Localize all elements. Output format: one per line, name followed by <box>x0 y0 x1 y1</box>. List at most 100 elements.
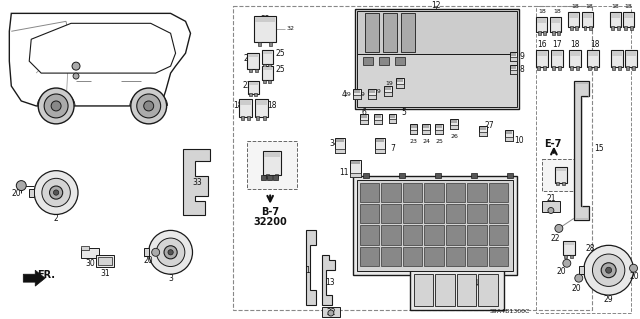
Bar <box>410 124 417 134</box>
Bar <box>538 31 541 35</box>
Text: B-7: B-7 <box>261 207 279 218</box>
Bar <box>81 246 89 250</box>
Bar <box>383 13 397 52</box>
Text: 32: 32 <box>286 26 294 31</box>
Text: 20: 20 <box>556 267 566 276</box>
Bar <box>360 120 368 124</box>
Text: 12: 12 <box>431 1 441 10</box>
Bar <box>618 66 621 70</box>
Bar <box>611 50 623 67</box>
Bar <box>248 81 259 93</box>
Bar <box>381 204 401 223</box>
Circle shape <box>630 264 637 272</box>
Text: E-7: E-7 <box>544 139 561 149</box>
Bar <box>264 152 280 157</box>
Bar <box>467 204 486 223</box>
Text: 2: 2 <box>54 214 58 223</box>
Bar <box>564 242 574 245</box>
Bar <box>424 247 444 266</box>
Text: 4: 4 <box>341 90 346 99</box>
Circle shape <box>72 62 80 70</box>
Bar <box>576 66 579 70</box>
Bar <box>587 50 598 67</box>
Polygon shape <box>574 81 589 220</box>
Bar <box>374 149 385 153</box>
Text: 31: 31 <box>100 269 109 278</box>
Text: 34: 34 <box>329 139 339 148</box>
Bar <box>356 54 517 107</box>
Bar <box>96 255 114 267</box>
Text: 15: 15 <box>594 144 604 153</box>
Circle shape <box>16 181 26 190</box>
Bar <box>507 173 513 178</box>
Circle shape <box>563 259 571 267</box>
Bar <box>354 90 360 93</box>
Text: 21: 21 <box>546 194 556 203</box>
Bar <box>542 201 560 212</box>
Bar <box>336 139 344 142</box>
Bar <box>555 167 567 182</box>
Text: 23: 23 <box>243 80 252 90</box>
Bar <box>488 247 508 266</box>
Bar <box>275 174 278 178</box>
Bar <box>256 100 267 105</box>
Bar <box>435 124 444 134</box>
Circle shape <box>38 88 74 124</box>
Bar <box>594 66 597 70</box>
Bar <box>374 120 381 124</box>
Text: S9A4B1300C: S9A4B1300C <box>489 308 529 314</box>
Bar <box>368 89 376 99</box>
Bar <box>390 115 395 118</box>
Bar <box>506 131 512 134</box>
Bar <box>556 182 559 185</box>
Bar <box>98 257 112 265</box>
Circle shape <box>44 94 68 118</box>
Bar <box>569 50 580 67</box>
Bar <box>488 182 508 202</box>
Bar <box>247 116 250 120</box>
Circle shape <box>34 171 78 214</box>
Bar <box>249 69 252 71</box>
Bar <box>401 13 415 52</box>
Bar <box>511 66 516 69</box>
Circle shape <box>42 178 70 207</box>
Bar <box>457 274 477 306</box>
Bar <box>262 66 273 80</box>
Bar <box>550 17 561 32</box>
Bar <box>551 50 563 67</box>
Text: 20: 20 <box>12 189 21 198</box>
Bar <box>368 95 376 99</box>
Bar <box>258 42 261 46</box>
Bar <box>248 54 258 57</box>
Text: 17: 17 <box>552 40 562 49</box>
Text: 23: 23 <box>410 139 417 144</box>
Bar <box>335 149 345 153</box>
Bar <box>625 51 636 56</box>
Bar <box>583 13 592 18</box>
Text: 19: 19 <box>343 92 351 97</box>
Text: 18: 18 <box>590 40 600 49</box>
Circle shape <box>593 254 625 286</box>
Text: 14: 14 <box>469 279 479 288</box>
Bar <box>403 247 422 266</box>
Bar <box>365 13 379 52</box>
Bar <box>552 31 555 35</box>
Bar <box>353 89 361 99</box>
Bar <box>350 160 361 177</box>
Bar <box>543 66 547 70</box>
Bar <box>381 226 401 245</box>
Bar <box>479 126 487 136</box>
Bar <box>239 99 252 117</box>
Text: 16: 16 <box>537 40 547 49</box>
Bar <box>273 174 278 180</box>
Bar <box>397 79 403 82</box>
Bar <box>360 182 380 202</box>
Bar <box>356 180 513 271</box>
Bar <box>582 12 593 27</box>
Bar <box>381 182 401 202</box>
Polygon shape <box>29 23 175 73</box>
Bar <box>617 26 620 30</box>
Circle shape <box>148 230 193 274</box>
Polygon shape <box>322 255 335 305</box>
Text: 25: 25 <box>435 139 444 144</box>
